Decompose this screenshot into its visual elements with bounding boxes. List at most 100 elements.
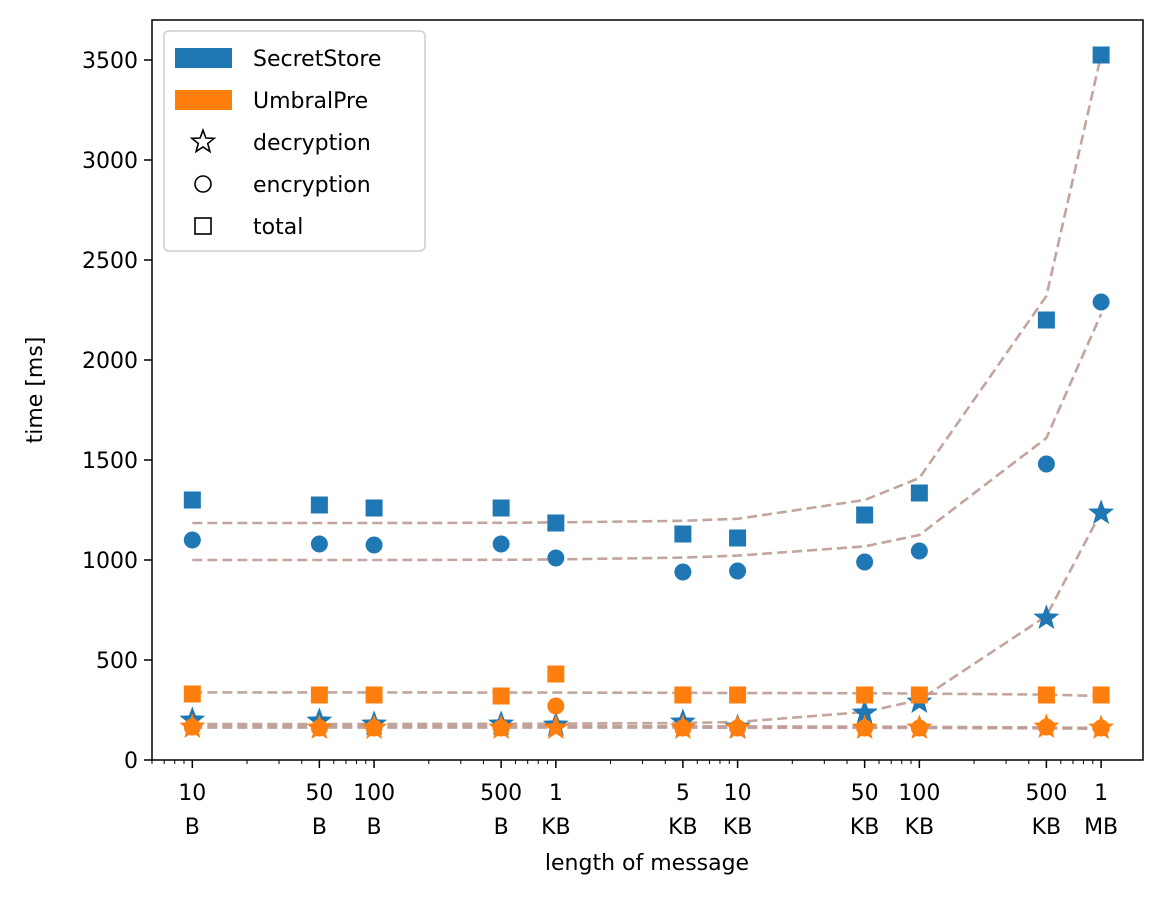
x-tick-label-line2: KB xyxy=(541,815,571,840)
x-tick-label-line2: B xyxy=(367,815,382,840)
point-umbralpre-decryption-1 xyxy=(179,713,206,739)
y-axis-label: time [ms] xyxy=(23,337,48,444)
point-umbralpre-decryption-10 xyxy=(1033,713,1060,739)
point-umbralpre-total-4 xyxy=(492,687,510,705)
y-tick-label: 500 xyxy=(96,649,138,674)
point-secretstore-total-1 xyxy=(183,491,201,509)
point-secretstore-encryption-9 xyxy=(910,542,928,560)
point-secretstore-encryption-5 xyxy=(547,549,565,567)
legend-label: SecretStore xyxy=(253,47,381,72)
point-umbralpre-decryption-7 xyxy=(724,714,751,740)
point-secretstore-encryption-6 xyxy=(674,563,692,581)
point-umbralpre-total-10 xyxy=(1037,686,1055,704)
legend-swatch-secretstore xyxy=(175,48,232,68)
point-secretstore-encryption-10 xyxy=(1037,455,1055,473)
fit-line-2 xyxy=(192,313,1103,562)
point-secretstore-decryption-11 xyxy=(1088,499,1115,525)
x-axis-label: length of message xyxy=(545,851,749,876)
point-secretstore-encryption-2 xyxy=(310,535,328,553)
x-tick-label-line2: KB xyxy=(1032,815,1062,840)
y-tick-label: 2500 xyxy=(82,249,138,274)
x-tick-label-line1: 10 xyxy=(724,781,752,806)
x-tick-label-line2: MB xyxy=(1084,815,1118,840)
y-tick-label: 3000 xyxy=(82,149,138,174)
plot-frame xyxy=(151,19,1144,761)
point-umbralpre-decryption-3 xyxy=(361,714,388,740)
point-umbralpre-total-11 xyxy=(1092,686,1110,704)
point-secretstore-total-5 xyxy=(547,514,565,532)
point-umbralpre-total-3 xyxy=(365,686,383,704)
point-secretstore-total-2 xyxy=(310,496,328,514)
legend-swatch-umbralpre xyxy=(175,90,232,110)
point-secretstore-encryption-1 xyxy=(183,531,201,549)
legend-marker-square-icon xyxy=(194,217,212,235)
point-secretstore-encryption-3 xyxy=(365,536,383,554)
x-tick-label-line2: KB xyxy=(668,815,698,840)
point-umbralpre-total-8 xyxy=(856,686,874,704)
point-secretstore-decryption-10 xyxy=(1033,604,1060,630)
x-tick-label-line1: 100 xyxy=(898,781,940,806)
data-points xyxy=(179,46,1115,740)
x-tick-label-line2: B xyxy=(494,815,509,840)
point-secretstore-encryption-8 xyxy=(856,553,874,571)
legend-label: decryption xyxy=(253,131,371,156)
point-umbralpre-decryption-4 xyxy=(488,714,515,740)
point-umbralpre-total-7 xyxy=(729,686,747,704)
point-umbralpre-decryption-6 xyxy=(669,714,696,740)
x-tick-label-line1: 50 xyxy=(305,781,333,806)
point-secretstore-encryption-11 xyxy=(1092,293,1110,311)
point-umbralpre-total-5 xyxy=(547,665,565,683)
point-secretstore-total-8 xyxy=(856,506,874,524)
point-umbralpre-decryption-8 xyxy=(851,714,878,740)
x-tick-label-line2: KB xyxy=(905,815,935,840)
point-secretstore-total-11 xyxy=(1092,46,1110,64)
fit-line-4 xyxy=(192,691,1102,698)
legend-label: total xyxy=(253,215,303,240)
x-tick-label-line1: 1 xyxy=(1094,781,1108,806)
x-tick-label-line2: B xyxy=(312,815,327,840)
x-tick-label-line1: 5 xyxy=(676,781,690,806)
point-secretstore-total-6 xyxy=(674,525,692,543)
point-umbralpre-decryption-5 xyxy=(542,714,569,740)
x-tick-label-line1: 1 xyxy=(549,781,563,806)
x-tick-label-line2: B xyxy=(185,815,200,840)
point-umbralpre-decryption-11 xyxy=(1088,714,1115,740)
y-axis: 0 500 1000 1500 2000 2500 3000 3500 xyxy=(82,49,152,774)
x-tick-label-line2: KB xyxy=(850,815,880,840)
x-tick-label-line2: KB xyxy=(723,815,753,840)
point-umbralpre-decryption-9 xyxy=(906,714,933,740)
point-secretstore-encryption-7 xyxy=(729,562,747,580)
point-secretstore-total-4 xyxy=(492,499,510,517)
point-secretstore-total-7 xyxy=(729,529,747,547)
point-secretstore-decryption-8 xyxy=(851,699,878,725)
y-tick-label: 1000 xyxy=(82,549,138,574)
point-umbralpre-total-9 xyxy=(910,686,928,704)
x-tick-label-line1: 100 xyxy=(353,781,395,806)
y-tick-label: 1500 xyxy=(82,449,138,474)
point-secretstore-total-9 xyxy=(910,484,928,502)
x-axis: 10 B 50 B 100 B 500 B 1 KB 5 KB 10 KB 50 KB 100 KB 500 KB 1 M… xyxy=(151,760,1118,840)
legend-marker-circle-icon xyxy=(194,175,212,193)
point-umbralpre-encryption-5 xyxy=(547,697,565,715)
legend-label: UmbralPre xyxy=(253,89,368,114)
fit-lines xyxy=(192,54,1103,731)
point-secretstore-total-10 xyxy=(1037,311,1055,329)
legend: SecretStore UmbralPre decryption encryption… xyxy=(163,30,426,252)
y-tick-label: 2000 xyxy=(82,349,138,374)
point-umbralpre-decryption-2 xyxy=(306,714,333,740)
x-tick-label-line1: 500 xyxy=(480,781,522,806)
x-tick-label-line1: 10 xyxy=(178,781,206,806)
fit-line-6 xyxy=(192,726,1102,731)
point-umbralpre-total-6 xyxy=(674,686,692,704)
legend-box xyxy=(163,30,426,252)
x-tick-label-line1: 500 xyxy=(1025,781,1067,806)
point-umbralpre-total-2 xyxy=(310,686,328,704)
point-secretstore-total-3 xyxy=(365,499,383,517)
point-umbralpre-total-1 xyxy=(183,685,201,703)
y-tick-label: 0 xyxy=(124,749,138,774)
point-secretstore-encryption-4 xyxy=(492,535,510,553)
legend-marker-star-icon xyxy=(189,127,217,154)
legend-label: encryption xyxy=(253,173,371,198)
x-tick-label-line1: 50 xyxy=(851,781,879,806)
